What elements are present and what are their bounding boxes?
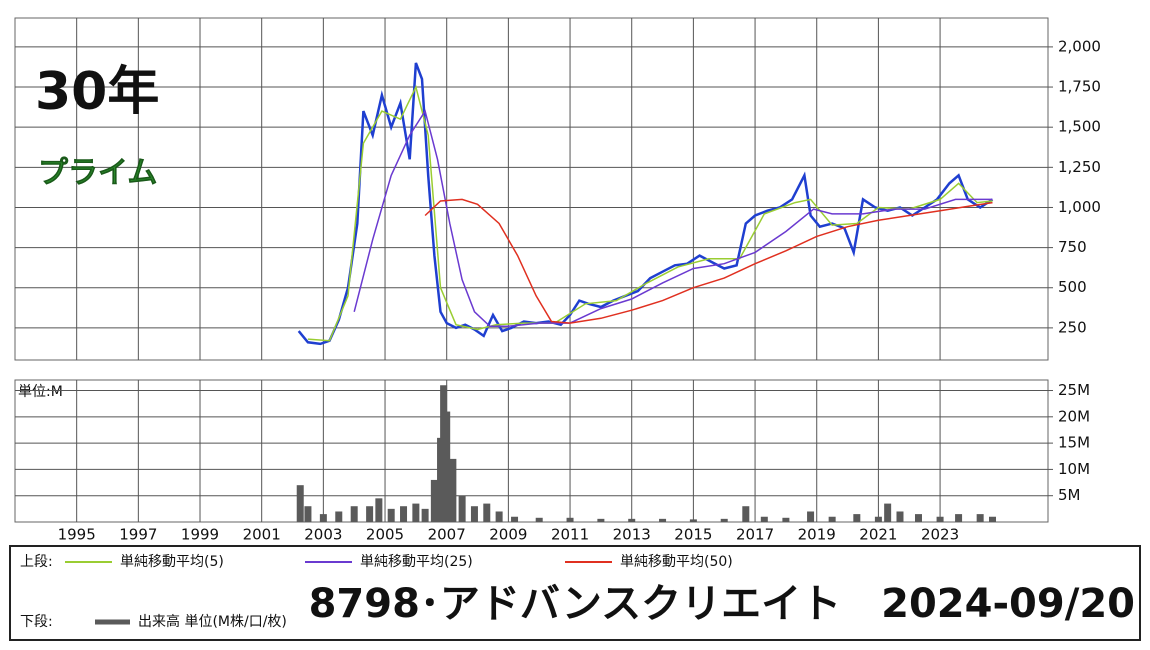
volume-bar (483, 503, 491, 522)
volume-bar (976, 514, 984, 522)
volume-bar (400, 506, 408, 522)
y-tick-label: 1,750 (1058, 78, 1101, 96)
x-tick-label: 2023 (921, 526, 959, 544)
volume-bar (689, 519, 697, 522)
legend-lower-label: 下段: (20, 614, 53, 630)
series-line (307, 84, 993, 342)
x-tick-label: 2019 (798, 526, 836, 544)
x-tick-label: 1995 (58, 526, 96, 544)
volume-bar (936, 516, 944, 522)
period-label: 30年 (35, 62, 159, 122)
x-tick-label: 2013 (613, 526, 651, 544)
market-label: プライム (38, 156, 157, 191)
series-line (424, 198, 993, 324)
volume-bar (412, 503, 420, 522)
volume-bar (449, 458, 457, 522)
volume-bar (760, 516, 768, 522)
volume-bar (782, 517, 790, 522)
volume-bar (366, 506, 374, 522)
volume-bar (470, 506, 478, 522)
volume-bar (955, 514, 963, 522)
y-tick-label: 25M (1058, 381, 1090, 399)
volume-bar (304, 506, 312, 522)
x-tick-label: 2017 (736, 526, 774, 544)
y-tick-label: 5M (1058, 486, 1081, 504)
legend-label: 単純移動平均(5) (120, 554, 224, 570)
y-tick-label: 10M (1058, 460, 1090, 478)
y-tick-label: 1,250 (1058, 158, 1101, 176)
y-tick-label: 750 (1058, 238, 1087, 256)
volume-bar (566, 517, 574, 522)
volume-panel (14, 379, 1049, 523)
volume-bar (828, 516, 836, 522)
volume-bar (430, 479, 438, 522)
series-line (297, 62, 994, 346)
volume-bar (350, 506, 358, 522)
volume-bar (884, 503, 892, 522)
volume-bar (335, 511, 343, 522)
volume-bar (319, 514, 327, 522)
volume-bar (443, 411, 451, 522)
x-tick-label: 2005 (366, 526, 404, 544)
legend-label: 出来高 単位(M株/口/枚) (138, 613, 287, 630)
y-tick-label: 250 (1058, 318, 1087, 336)
price-panel (14, 17, 1049, 361)
volume-bar (296, 485, 304, 522)
x-tick-label: 1997 (119, 526, 157, 544)
volume-bar (914, 514, 922, 522)
volume-bar (988, 516, 996, 522)
legend-label: 単純移動平均(50) (620, 554, 733, 570)
volume-bar (458, 495, 466, 522)
volume-bar (421, 508, 429, 522)
y-tick-label: 15M (1058, 434, 1090, 452)
legend-label: 単純移動平均(25) (360, 554, 473, 570)
volume-bar (742, 506, 750, 522)
x-tick-label: 2003 (304, 526, 342, 544)
volume-bar (659, 518, 667, 522)
y-tick-label: 1,000 (1058, 198, 1101, 216)
chart-title: 8798･アドバンスクリエイト 2024-09/20 (309, 581, 1135, 627)
x-tick-label: 2001 (243, 526, 281, 544)
y-tick-label: 2,000 (1058, 37, 1101, 55)
volume-bar (807, 511, 815, 522)
series-line (353, 109, 993, 328)
y-tick-label: 500 (1058, 278, 1087, 296)
volume-bar (375, 498, 383, 522)
volume-bar (387, 508, 395, 522)
volume-bar (511, 516, 519, 522)
legend-upper-label: 上段: (20, 554, 53, 570)
volume-bar (495, 511, 503, 522)
x-tick-label: 2021 (859, 526, 897, 544)
x-tick-label: 2015 (674, 526, 712, 544)
volume-bar (874, 516, 882, 522)
volume-bar (853, 514, 861, 522)
volume-bar (597, 518, 605, 522)
x-tick-label: 2007 (428, 526, 466, 544)
y-tick-label: 20M (1058, 407, 1090, 425)
volume-bar (535, 517, 543, 522)
x-tick-label: 1999 (181, 526, 219, 544)
y-tick-label: 1,500 (1058, 118, 1101, 136)
volume-bar (720, 518, 728, 522)
x-tick-label: 2011 (551, 526, 589, 544)
x-tick-label: 2009 (489, 526, 527, 544)
unit-label: 単位:M (18, 384, 63, 400)
volume-bar (896, 511, 904, 522)
volume-bar (628, 518, 636, 522)
